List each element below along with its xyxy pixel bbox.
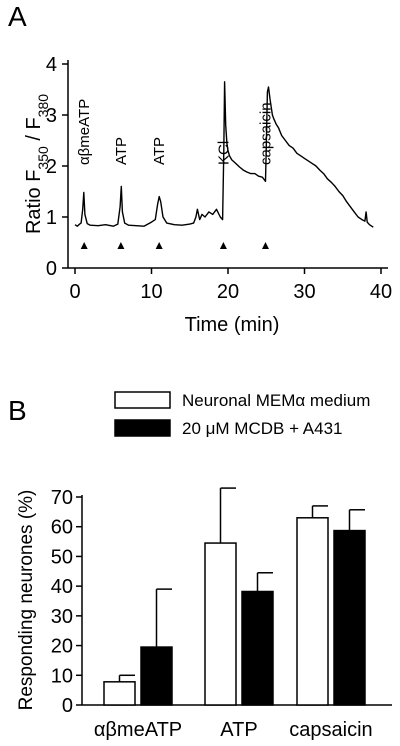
stimulus-arrowhead: [155, 242, 163, 249]
stimulus-label: ATP: [113, 137, 130, 165]
chart-a-y-axis-label: Ratio F350 / F380: [23, 94, 51, 234]
chart-b-bars: [103, 487, 366, 706]
bar-open: [204, 542, 237, 706]
chart-a-x-ticks: 0 10 20 30 40: [69, 268, 392, 303]
bar-open: [103, 681, 136, 706]
stimulus-arrowhead: [261, 242, 269, 249]
stimulus-label: KCl: [215, 141, 232, 165]
stimulus-arrowhead: [117, 242, 125, 249]
stimulus-label: ATP: [151, 137, 168, 165]
legend: Neuronal MEMα medium 20 μM MCDB + A431: [114, 391, 370, 438]
chart-b-category-label: capsaicin: [289, 719, 372, 741]
chart-b-y-tick-label: 60: [51, 517, 73, 539]
chart-a-x-tick-label: 20: [217, 281, 239, 303]
stimulus-arrowhead: [219, 242, 227, 249]
chart-b-y-axis-label: Responding neurones (%): [16, 490, 37, 711]
chart-b-y-tick-label: 10: [51, 665, 73, 687]
chart-b-category-label: ATP: [220, 719, 257, 741]
chart-a-y-tick-label: 1: [46, 207, 57, 229]
legend-swatch-open: [114, 391, 171, 409]
chart-a-y-tick-label: 4: [46, 54, 57, 76]
legend-label-filled: 20 μM MCDB + A431: [182, 419, 343, 438]
chart-a-x-axis-label: Time (min): [185, 314, 280, 336]
panel-letter-a: A: [8, 1, 27, 32]
stimulus-label: αβmeATP: [76, 99, 93, 165]
bar-filled: [241, 590, 274, 706]
chart-b-y-ticks: 0 10 20 30 40 50 60 70: [51, 487, 82, 717]
chart-b-y-tick-label: 50: [51, 546, 73, 568]
stimulus-markers: αβmeATP ATP ATP KCl capsaicin: [76, 99, 274, 249]
chart-b-y-tick-label: 70: [51, 487, 73, 509]
chart-b-y-tick-label: 30: [51, 606, 73, 628]
stimulus-label: capsaicin: [257, 102, 274, 165]
chart-b-categories: αβmeATP ATP capsaicin: [94, 719, 373, 741]
chart-a-y-tick-label: 0: [46, 258, 57, 280]
chart-a-y-ticks: 0 1 2 3 4: [46, 54, 68, 280]
chart-a-y-tick-label: 3: [46, 105, 57, 127]
chart-b-category-label: αβmeATP: [94, 719, 182, 741]
chart-a-x-tick-label: 40: [370, 281, 392, 303]
chart-a-x-tick-label: 10: [140, 281, 162, 303]
chart-b-y-tick-label: 40: [51, 576, 73, 598]
legend-label-open: Neuronal MEMα medium: [182, 391, 370, 410]
chart-a-x-tick-label: 30: [293, 281, 315, 303]
chart-a-y-tick-label: 2: [46, 156, 57, 178]
chart-a-x-tick-label: 0: [69, 281, 80, 303]
panel-letter-b: B: [8, 395, 27, 426]
chart-b-y-tick-label: 0: [62, 695, 73, 717]
calcium-ratio-trace: [74, 81, 374, 228]
stimulus-arrowhead: [80, 242, 88, 249]
legend-swatch-filled: [114, 419, 171, 437]
bar-filled: [140, 646, 173, 706]
chart-b-y-tick-label: 20: [51, 636, 73, 658]
bar-filled: [333, 529, 366, 706]
bar-open: [296, 517, 329, 706]
